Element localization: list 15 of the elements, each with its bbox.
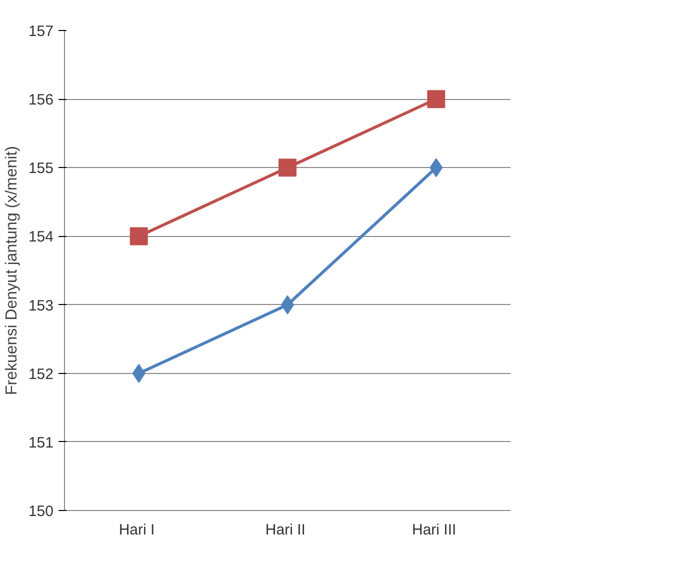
y-tick-label: 157 <box>28 23 54 40</box>
y-tick-label: 150 <box>28 503 54 520</box>
x-tick-label: Hari III <box>412 522 456 538</box>
y-axis-title: Frekuensi Denyut jantung (x/menit) <box>3 146 20 395</box>
y-tick-label: 156 <box>28 92 54 109</box>
point <box>130 227 148 246</box>
y-tick-label: 155 <box>28 160 54 178</box>
y-tick-label: 151 <box>28 434 54 452</box>
x-tick-label: Hari I <box>118 522 155 538</box>
y-tick-label: 153 <box>28 297 54 314</box>
point <box>427 90 446 108</box>
point <box>278 158 296 177</box>
y-tick-label: 154 <box>28 228 54 246</box>
y-tick-label: 152 <box>28 366 54 383</box>
x-tick-label: Hari II <box>265 522 306 538</box>
